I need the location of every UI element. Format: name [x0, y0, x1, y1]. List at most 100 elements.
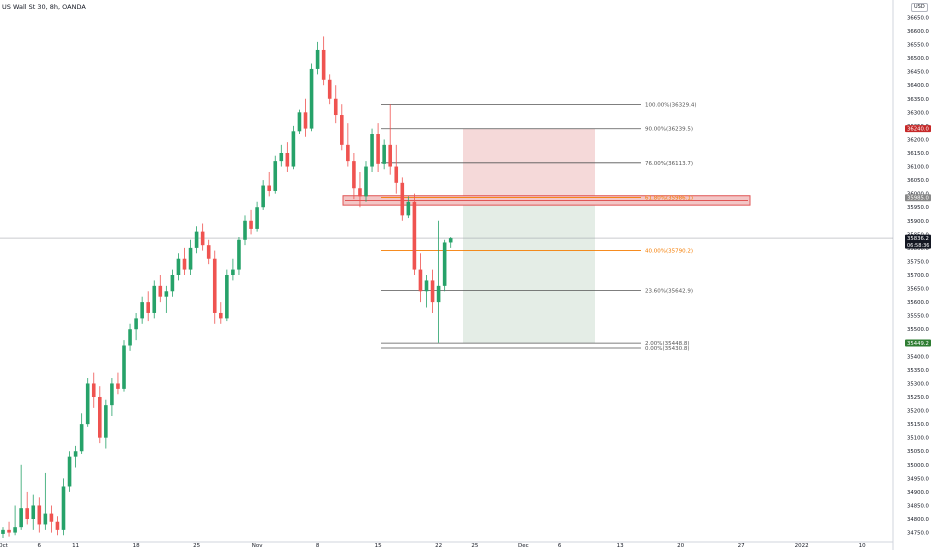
bullish-candle — [315, 49, 320, 69]
bearish-candle — [219, 312, 223, 319]
bearish-candle — [376, 134, 380, 164]
price-badge-label: 35836.2 — [907, 236, 929, 242]
bullish-candle — [406, 201, 411, 216]
bearish-candle — [400, 182, 405, 216]
bullish-candle — [424, 280, 429, 292]
price-tick-label: 35300.0 — [907, 381, 930, 387]
time-tick-label: Nov — [252, 543, 263, 549]
bullish-candle — [382, 144, 386, 164]
fib-level-label: 76.00%(36113.7) — [645, 161, 693, 167]
price-badge-countdown: 06:58:36 — [907, 243, 929, 249]
bullish-candle — [370, 134, 374, 167]
price-tick-label: 34750.0 — [907, 531, 930, 537]
bearish-candle — [340, 115, 344, 145]
bullish-candle — [140, 302, 144, 319]
price-tick-label: 35000.0 — [907, 463, 930, 469]
price-tick-label: 35250.0 — [907, 395, 930, 401]
price-badge — [905, 339, 931, 347]
bearish-candle — [146, 302, 150, 313]
bearish-candle — [49, 513, 54, 522]
bearish-candle — [346, 144, 350, 162]
bearish-candle — [388, 144, 392, 167]
bullish-candle — [297, 112, 302, 132]
price-tick-label: 34800.0 — [907, 517, 930, 523]
time-tick-label: Oct — [0, 543, 9, 549]
time-tick-label: 6 — [558, 543, 562, 549]
bullish-candle — [152, 285, 157, 313]
price-badge — [905, 194, 931, 202]
currency-button[interactable]: USD — [911, 3, 928, 12]
price-tick-label: 34900.0 — [907, 490, 930, 496]
bullish-candle — [85, 383, 90, 425]
bullish-candle — [13, 527, 17, 533]
bearish-candle — [249, 220, 253, 229]
price-tick-label: 35050.0 — [907, 449, 930, 455]
time-tick-label: 10 — [859, 543, 866, 549]
bearish-candle — [212, 258, 217, 313]
price-tick-label: 35100.0 — [907, 436, 930, 442]
price-tick-label: 35750.0 — [907, 259, 930, 265]
fib-level-label: 2.00%(35448.8) — [645, 341, 690, 347]
price-tick-label: 36550.0 — [907, 43, 930, 49]
bullish-candle — [261, 185, 265, 208]
bearish-candle — [91, 383, 96, 398]
time-tick-label: Dec — [518, 543, 529, 549]
price-tick-label: 35650.0 — [907, 287, 930, 293]
bearish-candle — [267, 185, 271, 191]
bullish-candle — [128, 329, 132, 346]
bullish-candle — [110, 383, 114, 406]
price-badge — [905, 234, 931, 249]
fib-level-label: 23.60%(35642.9) — [645, 288, 693, 294]
time-tick-label: 8 — [316, 543, 320, 549]
price-tick-label: 35700.0 — [907, 273, 930, 279]
bullish-candle — [273, 161, 278, 191]
bullish-candle — [255, 207, 259, 229]
bullish-candle — [67, 456, 72, 487]
bullish-candle — [134, 318, 138, 330]
bearish-candle — [321, 49, 326, 80]
chart-title: US Wall St 30, 8h, OANDA — [2, 3, 86, 11]
price-axis — [893, 0, 932, 550]
price-tick-label: 36400.0 — [907, 83, 930, 89]
bullish-candle — [176, 258, 181, 275]
time-tick-label: 15 — [375, 543, 382, 549]
price-tick-label: 35600.0 — [907, 300, 930, 306]
price-tick-label: 36450.0 — [907, 70, 930, 76]
bullish-candle — [291, 131, 296, 167]
time-tick-label: 25 — [193, 543, 200, 549]
price-tick-label: 35400.0 — [907, 354, 930, 360]
bullish-candle — [309, 68, 314, 129]
fib-level-label: 61.80%(35986.1) — [645, 195, 693, 201]
bullish-candle — [231, 269, 235, 275]
bearish-candle — [303, 112, 308, 129]
price-tick-label: 35900.0 — [907, 219, 930, 225]
price-tick-label: 36150.0 — [907, 151, 930, 157]
take-profit-zone — [463, 197, 595, 344]
time-tick-label: 25 — [471, 543, 478, 549]
bullish-candle — [448, 238, 453, 243]
bullish-candle — [188, 247, 193, 270]
fib-level-label: 0.00%(35430.8) — [645, 346, 690, 352]
price-tick-label: 36050.0 — [907, 178, 930, 184]
bearish-candle — [55, 521, 60, 530]
price-badge-label: 36240.0 — [907, 127, 930, 133]
bullish-candle — [104, 405, 108, 438]
bearish-candle — [7, 529, 11, 533]
price-badge — [905, 125, 931, 133]
bullish-candle — [279, 152, 284, 162]
bearish-candle — [206, 245, 211, 259]
price-tick-label: 34950.0 — [907, 476, 930, 482]
bearish-candle — [116, 383, 120, 389]
price-tick-label: 36300.0 — [907, 110, 930, 116]
bearish-candle — [37, 505, 42, 525]
price-tick-label: 36350.0 — [907, 97, 930, 103]
price-tick-label: 36100.0 — [907, 165, 930, 171]
bullish-candle — [31, 505, 36, 520]
price-tick-label: 35500.0 — [907, 327, 930, 333]
time-tick-label: 2022 — [795, 543, 809, 549]
bullish-candle — [79, 424, 84, 452]
bullish-candle — [73, 451, 78, 457]
fib-level-label: 100.00%(36329.4) — [645, 102, 697, 108]
